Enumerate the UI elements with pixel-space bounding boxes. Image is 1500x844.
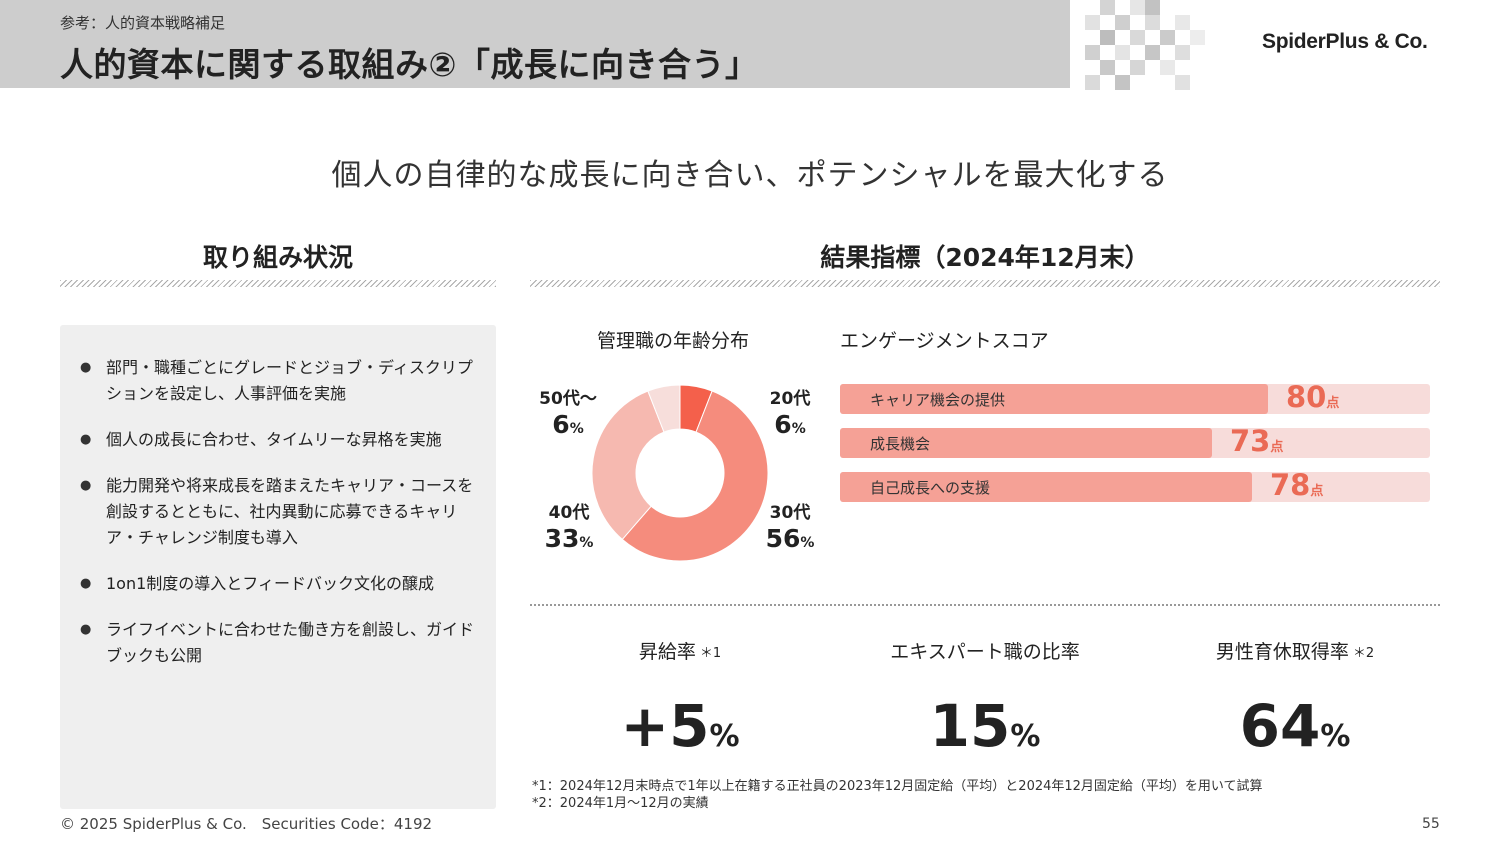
engagement-bar [840,472,1252,502]
donut-label-30s: 30代 56% [758,502,822,558]
donut-data-label: 6% [774,410,806,439]
kpi-value-paternity-leave: 64% [1239,692,1351,760]
footnote-1: *1：2024年12月末時点で1年以上在籍する正社員の2023年12月固定給（平… [532,779,1263,794]
donut-slice-1 [621,390,769,562]
mosaic-decoration [1085,0,1205,90]
donut-category-label: 30代 [769,503,811,523]
list-item: 個人の成長に合わせ、タイムリーな昇格を実施 [80,427,480,453]
header-subtitle: 参考：人的資本戦略補足 [60,14,226,32]
page-title: 人的資本に関する取組み②「成長に向き合う」 [60,45,759,84]
left-section-title: 取り組み状況 [202,243,353,272]
donut-data-label: 6% [552,410,584,439]
page-number: 55 [1422,816,1440,832]
donut-data-label: 56% [765,524,815,553]
footer-copyright: © 2025 SpiderPlus & Co. Securities Code：… [60,815,433,833]
company-logo: SpiderPlus & Co. [1262,30,1428,53]
engagement-bar-label: 自己成長への支援 [870,479,991,497]
donut-chart-svg [591,384,769,562]
donut-category-label: 40代 [548,503,590,523]
left-section-divider [60,280,496,287]
kpi-label-expert-ratio: エキスパート職の比率 [890,641,1080,663]
kpi-value-raise-rate: +5% [620,692,740,760]
donut-data-label: 33% [544,524,594,553]
engagement-bar-track: キャリア機会の提供 80点 [840,380,1430,414]
list-item: 部門・職種ごとにグレードとジョブ・ディスクリプションを設定し、人事評価を実施 [80,355,480,407]
footnote-2: *2：2024年1月～12月の実績 [532,796,709,811]
engagement-bar-value: 78点 [1270,468,1324,502]
slide-tagline: 個人の自律的な成長に向き合い、ポテンシャルを最大化する [331,158,1169,193]
initiatives-panel: 部門・職種ごとにグレードとジョブ・ディスクリプションを設定し、人事評価を実施 個… [60,325,496,809]
engagement-bar [840,428,1212,458]
right-section-divider [530,280,1440,287]
kpi-label-paternity-leave: 男性育休取得率 ＊2 [1215,641,1375,663]
age-distribution-chart [588,383,773,563]
initiatives-list: 部門・職種ごとにグレードとジョブ・ディスクリプションを設定し、人事評価を実施 個… [80,355,480,689]
engagement-bar-track: 自己成長への支援 78点 [840,468,1430,502]
donut-label-20s: 20代 6% [758,388,822,444]
donut-category-label: 50代～ [539,389,597,409]
engagement-bar [840,384,1268,414]
right-section-title: 結果指標（2024年12月末） [820,243,1150,272]
list-item: ライフイベントに合わせた働き方を創設し、ガイドブックも公開 [80,617,480,669]
donut-category-label: 20代 [769,389,811,409]
kpi-divider [530,604,1440,606]
list-item: 能力開発や将来成長を踏まえたキャリア・コースを創設するとともに、社内異動に応募で… [80,473,480,551]
engagement-bar-value: 73点 [1230,424,1284,458]
header-band [0,0,1070,88]
slide-header: 参考：人的資本戦略補足 人的資本に関する取組み②「成長に向き合う」 Spider… [0,0,1500,90]
donut-label-40s: 40代 33% [534,502,604,558]
donut-slice-3 [647,384,681,433]
engagement-bar-track: 成長機会 73点 [840,424,1430,458]
age-distribution-title: 管理職の年齢分布 [597,330,750,352]
engagement-bar-label: 成長機会 [870,435,931,453]
list-item: 1on1制度の導入とフィードバック文化の醸成 [80,571,480,597]
kpi-label-raise-rate: 昇給率 ＊1 [638,641,722,663]
kpi-value-expert-ratio: 15% [929,692,1041,760]
donut-slice-2 [591,390,665,541]
engagement-bar-value: 80点 [1286,380,1340,414]
donut-label-50s: 50代～ 6% [530,388,606,444]
engagement-score-title: エンゲージメントスコア [840,330,1049,352]
engagement-bar-label: キャリア機会の提供 [870,391,1006,409]
